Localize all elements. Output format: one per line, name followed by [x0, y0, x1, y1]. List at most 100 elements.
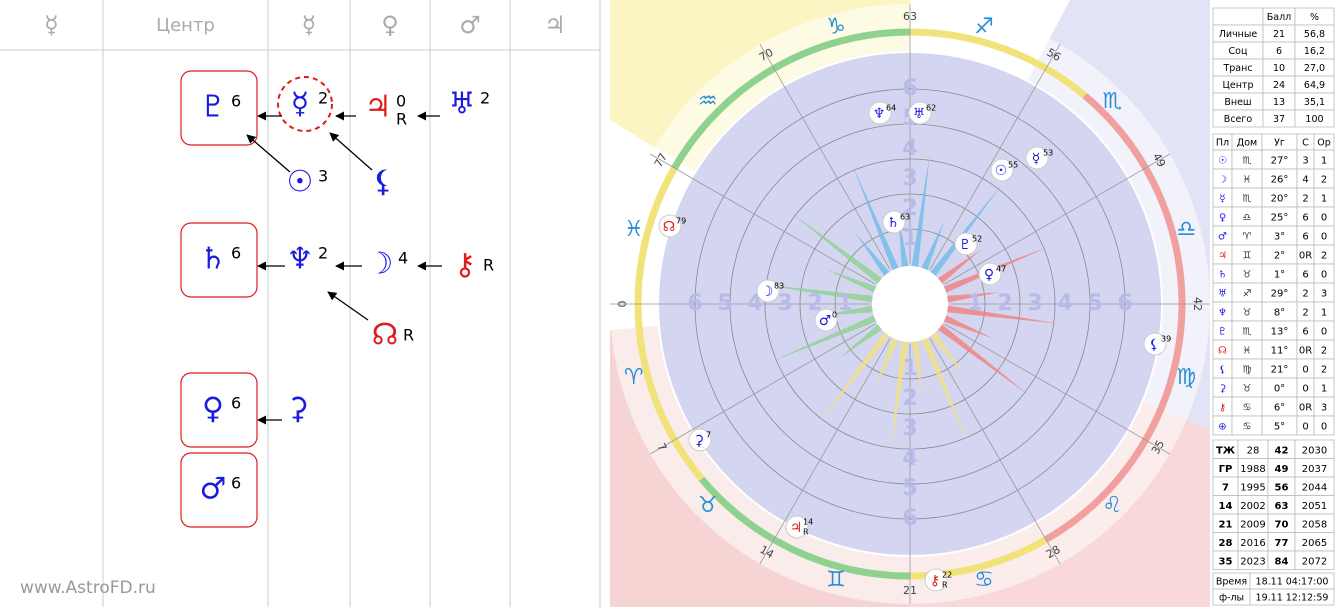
- table-text: 0: [1321, 270, 1327, 281]
- table-text: 0: [1302, 384, 1308, 395]
- table-text: ♎: [1243, 213, 1252, 224]
- table-text: 13°: [1271, 327, 1289, 338]
- table-text: 6: [1302, 270, 1308, 281]
- table-text: ♃: [1218, 251, 1227, 262]
- table-text: 21: [1273, 29, 1285, 40]
- table-text: ♉: [1243, 308, 1252, 319]
- table-text: 11°: [1271, 346, 1289, 357]
- sign: ♉: [698, 493, 718, 518]
- table-text: ☉: [1218, 156, 1227, 167]
- table-text: 100: [1305, 114, 1323, 125]
- table-text: 8°: [1274, 308, 1285, 319]
- sign: ♋: [974, 567, 994, 592]
- planet-number: 83: [774, 282, 784, 291]
- planet-number: 53: [1043, 149, 1053, 158]
- planet-glyph: ♇: [959, 237, 972, 253]
- node-glyph: ☊: [372, 318, 399, 353]
- table-text: 21°: [1271, 365, 1289, 376]
- table-text: 42: [1275, 445, 1289, 456]
- table-text: 21: [1219, 519, 1233, 530]
- table-text: ♈: [1243, 232, 1252, 243]
- left-panel: ☿Центр☿♀♂♃♇6☿2♃0R♅2☉3⚸♄6♆2☽4⚷R☊R♀6⚳♂6www…: [0, 0, 600, 607]
- table-text: ⚸: [1219, 365, 1226, 376]
- table-text: 3: [1302, 156, 1308, 167]
- table-text: 2058: [1302, 519, 1327, 530]
- sign: ♒: [698, 89, 718, 114]
- house-number: 1: [902, 356, 917, 381]
- table-text: 70: [1275, 519, 1289, 530]
- house-number: 2: [902, 386, 917, 411]
- table-text: 77: [1275, 538, 1289, 549]
- table-text: 56,8: [1304, 29, 1325, 40]
- table-text: ♇: [1218, 327, 1227, 338]
- table-text: Транс: [1222, 63, 1252, 74]
- table-text: 2044: [1302, 482, 1327, 493]
- planet-note: R: [803, 528, 809, 537]
- planet-glyph: ♂: [819, 313, 832, 329]
- table-text: Пл: [1216, 138, 1229, 149]
- table-text: 2072: [1302, 556, 1327, 567]
- table-text: 6: [1276, 46, 1282, 57]
- table-text: 2037: [1302, 464, 1327, 475]
- table-text: 24: [1273, 80, 1285, 91]
- table-text: ГР: [1219, 464, 1233, 475]
- house-number: 1: [837, 291, 852, 316]
- table-text: 19.11 12:12:59: [1256, 593, 1329, 604]
- table-text: 10: [1273, 63, 1285, 74]
- planet-number: 52: [972, 235, 982, 244]
- table-text: %: [1310, 12, 1319, 23]
- table-text: 2002: [1240, 501, 1265, 512]
- table-text: 63: [1275, 501, 1289, 512]
- house-number: 4: [1057, 291, 1072, 316]
- table-text: 0R: [1299, 403, 1312, 414]
- column-header: ♀: [381, 11, 399, 39]
- table-text: 3: [1321, 403, 1327, 414]
- table-text: 2: [1321, 365, 1327, 376]
- table-text: 27,0: [1304, 63, 1325, 74]
- house-number: 6: [902, 506, 917, 531]
- table-text: 37: [1273, 114, 1285, 125]
- table-text: ♉: [1243, 270, 1252, 281]
- watermark: www.AstroFD.ru: [20, 578, 156, 598]
- node-glyph: ♅: [449, 87, 476, 122]
- planet-glyph: ⚸: [1149, 337, 1159, 353]
- table-text: 64,9: [1304, 80, 1325, 91]
- column-header: Центр: [156, 15, 215, 36]
- planet-glyph: ♀: [984, 267, 994, 283]
- node-number: 3: [318, 167, 328, 186]
- table-text: ♓: [1243, 346, 1252, 357]
- sign: ♐: [974, 15, 994, 40]
- house-number: 1: [902, 226, 917, 251]
- table-text: 0R: [1299, 346, 1312, 357]
- node-glyph: ♂: [200, 472, 227, 507]
- table-text: 6: [1302, 232, 1308, 243]
- node-number: 6: [231, 244, 241, 263]
- table-text: 2: [1302, 308, 1308, 319]
- planet-number: 14: [803, 518, 813, 527]
- node-note: R: [396, 110, 407, 129]
- planet-number: 7: [706, 431, 711, 440]
- table-text: 1: [1321, 156, 1327, 167]
- table-text: Балл: [1267, 12, 1291, 23]
- node-glyph: ♄: [200, 242, 227, 277]
- table-text: 0: [1302, 365, 1308, 376]
- table-text: 0: [1302, 422, 1308, 433]
- table-text: ♍: [1243, 365, 1252, 376]
- planet-number: 79: [676, 217, 686, 226]
- table-text: ♏: [1243, 194, 1252, 205]
- table-text: 2: [1321, 346, 1327, 357]
- table-text: Дом: [1237, 138, 1257, 149]
- table-text: 3: [1321, 289, 1327, 300]
- house-number: 5: [902, 476, 917, 501]
- table-text: ☽: [1218, 175, 1227, 186]
- table-text: 2: [1302, 289, 1308, 300]
- table-text: 29°: [1271, 289, 1289, 300]
- planet-number: 0: [832, 311, 837, 320]
- node-glyph: ☉: [287, 165, 314, 200]
- table-text: Внеш: [1224, 97, 1251, 108]
- planet-glyph: ⚷: [930, 573, 940, 589]
- planet-glyph: ☊: [663, 219, 675, 235]
- node-glyph: ⚷: [454, 248, 476, 283]
- house-number: 3: [902, 166, 917, 191]
- table-text: ♂: [1218, 232, 1227, 243]
